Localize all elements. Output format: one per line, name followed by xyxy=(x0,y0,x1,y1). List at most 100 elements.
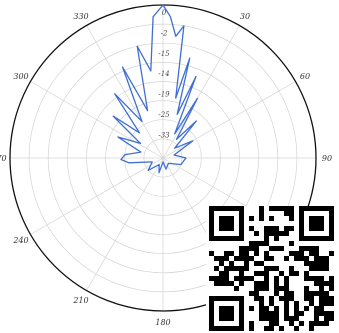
qr-module xyxy=(269,301,274,306)
radial-tick-label: -25 xyxy=(158,111,170,119)
qr-module xyxy=(229,261,234,266)
qr-module xyxy=(259,271,264,276)
qr-module xyxy=(264,266,269,271)
qr-finder-module xyxy=(214,296,219,301)
qr-module xyxy=(314,306,319,311)
qr-module xyxy=(304,276,309,281)
qr-finder-module xyxy=(224,296,229,301)
qr-module xyxy=(254,251,259,256)
qr-module xyxy=(229,251,234,256)
radial-tick-label: -15 xyxy=(158,50,170,58)
qr-module xyxy=(299,321,304,326)
qr-module xyxy=(284,291,289,296)
qr-finder-module xyxy=(229,326,234,331)
grid-spoke xyxy=(162,81,296,159)
qr-finder-module xyxy=(299,231,304,236)
qr-module xyxy=(324,296,329,301)
qr-finder-module xyxy=(234,206,239,211)
radial-tick-label: 0 xyxy=(162,9,167,17)
qr-module xyxy=(234,276,239,281)
qr-finder-module xyxy=(209,226,214,231)
qr-module xyxy=(254,286,259,291)
qr-module xyxy=(244,246,249,251)
qr-module xyxy=(329,311,334,316)
qr-module xyxy=(269,296,274,301)
qr-module xyxy=(279,296,284,301)
qr-finder-module xyxy=(219,221,224,226)
qr-finder-module xyxy=(209,316,214,321)
qr-module xyxy=(239,266,244,271)
qr-module xyxy=(234,286,239,291)
qr-module xyxy=(254,246,259,251)
qr-finder-module xyxy=(219,296,224,301)
qr-finder-module xyxy=(324,206,329,211)
qr-module xyxy=(294,271,299,276)
qr-module xyxy=(324,311,329,316)
qr-finder-module xyxy=(299,211,304,216)
grid-spoke xyxy=(30,81,164,159)
qr-module xyxy=(239,271,244,276)
qr-module xyxy=(304,291,309,296)
grid-spoke xyxy=(86,157,164,291)
qr-finder-module xyxy=(219,326,224,331)
qr-module xyxy=(309,251,314,256)
qr-module xyxy=(319,286,324,291)
qr-module xyxy=(284,211,289,216)
qr-finder-module xyxy=(224,326,229,331)
qr-module xyxy=(264,306,269,311)
qr-finder-module xyxy=(229,221,234,226)
qr-finder-module xyxy=(314,236,319,241)
qr-module xyxy=(249,246,254,251)
qr-module xyxy=(264,311,269,316)
qr-module xyxy=(324,261,329,266)
qr-module xyxy=(269,226,274,231)
qr-finder-module xyxy=(224,316,229,321)
qr-finder-module xyxy=(239,316,244,321)
qr-finder-module xyxy=(239,211,244,216)
qr-finder-module xyxy=(209,301,214,306)
qr-finder-module xyxy=(309,216,314,221)
qr-module xyxy=(269,206,274,211)
qr-module xyxy=(264,286,269,291)
qr-module xyxy=(284,286,289,291)
qr-module xyxy=(249,306,254,311)
qr-module xyxy=(214,266,219,271)
qr-finder-module xyxy=(209,206,214,211)
qr-module xyxy=(279,326,284,331)
qr-finder-module xyxy=(299,216,304,221)
qr-finder-module xyxy=(299,221,304,226)
qr-finder-module xyxy=(209,306,214,311)
qr-finder-module xyxy=(224,306,229,311)
qr-module xyxy=(274,236,279,241)
qr-finder-module xyxy=(314,226,319,231)
qr-finder-module xyxy=(219,306,224,311)
qr-module xyxy=(289,291,294,296)
qr-module xyxy=(314,276,319,281)
qr-module xyxy=(304,271,309,276)
grid-spoke xyxy=(162,25,240,159)
qr-finder-module xyxy=(239,221,244,226)
qr-module xyxy=(259,211,264,216)
qr-module xyxy=(294,311,299,316)
qr-module xyxy=(289,211,294,216)
qr-module xyxy=(264,276,269,281)
qr-module xyxy=(224,251,229,256)
qr-module xyxy=(294,256,299,261)
qr-module xyxy=(259,311,264,316)
qr-module xyxy=(254,291,259,296)
qr-module xyxy=(319,256,324,261)
qr-module xyxy=(259,286,264,291)
qr-module xyxy=(319,321,324,326)
qr-module xyxy=(294,251,299,256)
qr-finder-module xyxy=(329,226,334,231)
qr-finder-module xyxy=(309,221,314,226)
qr-finder-module xyxy=(229,306,234,311)
qr-finder-module xyxy=(219,311,224,316)
qr-module xyxy=(329,301,334,306)
qr-finder-module xyxy=(209,296,214,301)
radial-tick-label: -14 xyxy=(158,70,169,78)
qr-module xyxy=(234,256,239,261)
qr-module xyxy=(229,281,234,286)
qr-module xyxy=(274,231,279,236)
qr-module xyxy=(209,251,214,256)
